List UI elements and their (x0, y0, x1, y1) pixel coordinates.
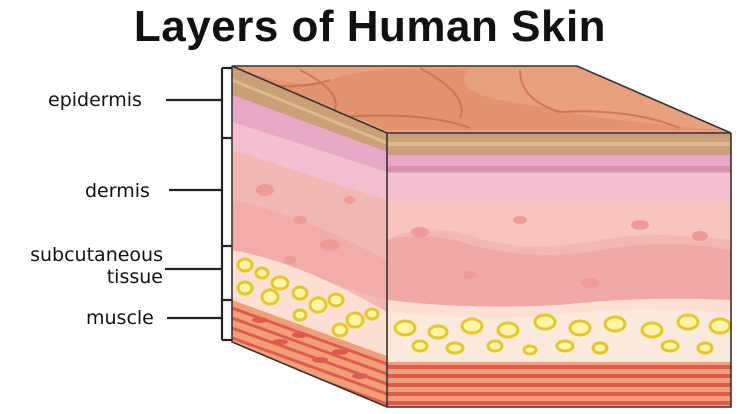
skin-surface (232, 66, 731, 133)
label-subcutaneous-tissue: subcutaneous tissue (30, 244, 163, 288)
left-face (232, 66, 387, 407)
label-subcutaneous-line1: subcutaneous (30, 244, 163, 266)
label-epidermis: epidermis (48, 89, 142, 111)
cube-outline (231, 65, 732, 408)
label-dermis: dermis (85, 180, 150, 202)
label-leaders (165, 66, 232, 342)
label-muscle: muscle (86, 307, 154, 329)
front-face (387, 133, 731, 407)
diagram-title: Layers of Human Skin (133, 2, 607, 51)
bracket (220, 66, 232, 342)
label-subcutaneous-line2: tissue (106, 266, 163, 288)
